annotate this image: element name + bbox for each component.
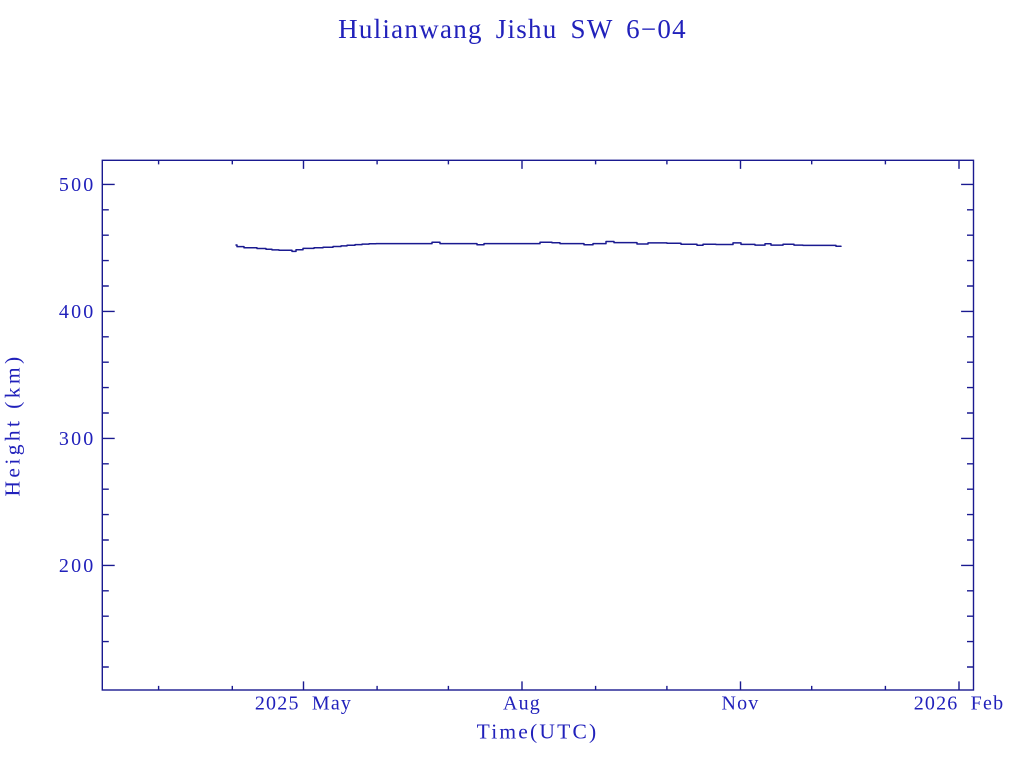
svg-text:Time(UTC): Time(UTC) (477, 720, 599, 744)
svg-text:Nov: Nov (721, 693, 759, 715)
svg-text:Hulianwang Jishu SW 6−04: Hulianwang Jishu SW 6−04 (338, 14, 687, 44)
svg-text:200: 200 (59, 555, 96, 577)
svg-text:400: 400 (59, 301, 96, 323)
svg-text:Aug: Aug (503, 693, 541, 715)
svg-text:500: 500 (59, 174, 96, 196)
svg-text:Height (km): Height (km) (1, 353, 25, 496)
svg-text:2026 Feb: 2026 Feb (914, 693, 1005, 715)
svg-text:300: 300 (59, 428, 96, 450)
svg-text:2025 May: 2025 May (255, 693, 352, 715)
